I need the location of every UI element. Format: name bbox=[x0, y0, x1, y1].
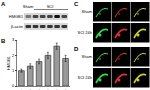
svg-text:2: 2 bbox=[12, 53, 15, 58]
svg-text:3h: 3h bbox=[26, 88, 33, 90]
svg-text:3: 3 bbox=[12, 37, 15, 42]
svg-text:β-actin: β-actin bbox=[11, 24, 23, 29]
svg-text:1: 1 bbox=[12, 68, 15, 73]
svg-text:SCI 24h: SCI 24h bbox=[78, 30, 92, 35]
svg-text:SCI: SCI bbox=[47, 4, 54, 9]
svg-text:B: B bbox=[1, 38, 6, 44]
svg-text:Sham: Sham bbox=[82, 54, 93, 59]
svg-text:0: 0 bbox=[12, 83, 15, 88]
svg-text:A: A bbox=[1, 1, 6, 7]
svg-text:Sham: Sham bbox=[23, 4, 34, 9]
svg-text:6h: 6h bbox=[35, 88, 42, 90]
svg-text:C: C bbox=[74, 1, 79, 7]
svg-text:HMGB1: HMGB1 bbox=[6, 55, 11, 70]
svg-text:D: D bbox=[74, 46, 79, 52]
svg-text:HMGB1: HMGB1 bbox=[9, 14, 24, 19]
svg-text:Sham: Sham bbox=[14, 88, 24, 90]
svg-text:12h: 12h bbox=[43, 88, 51, 90]
svg-text:Sham: Sham bbox=[82, 9, 93, 14]
svg-text:24h: 24h bbox=[52, 88, 60, 90]
svg-text:48h: 48h bbox=[61, 88, 69, 90]
svg-text:SCI 24h: SCI 24h bbox=[78, 75, 92, 80]
